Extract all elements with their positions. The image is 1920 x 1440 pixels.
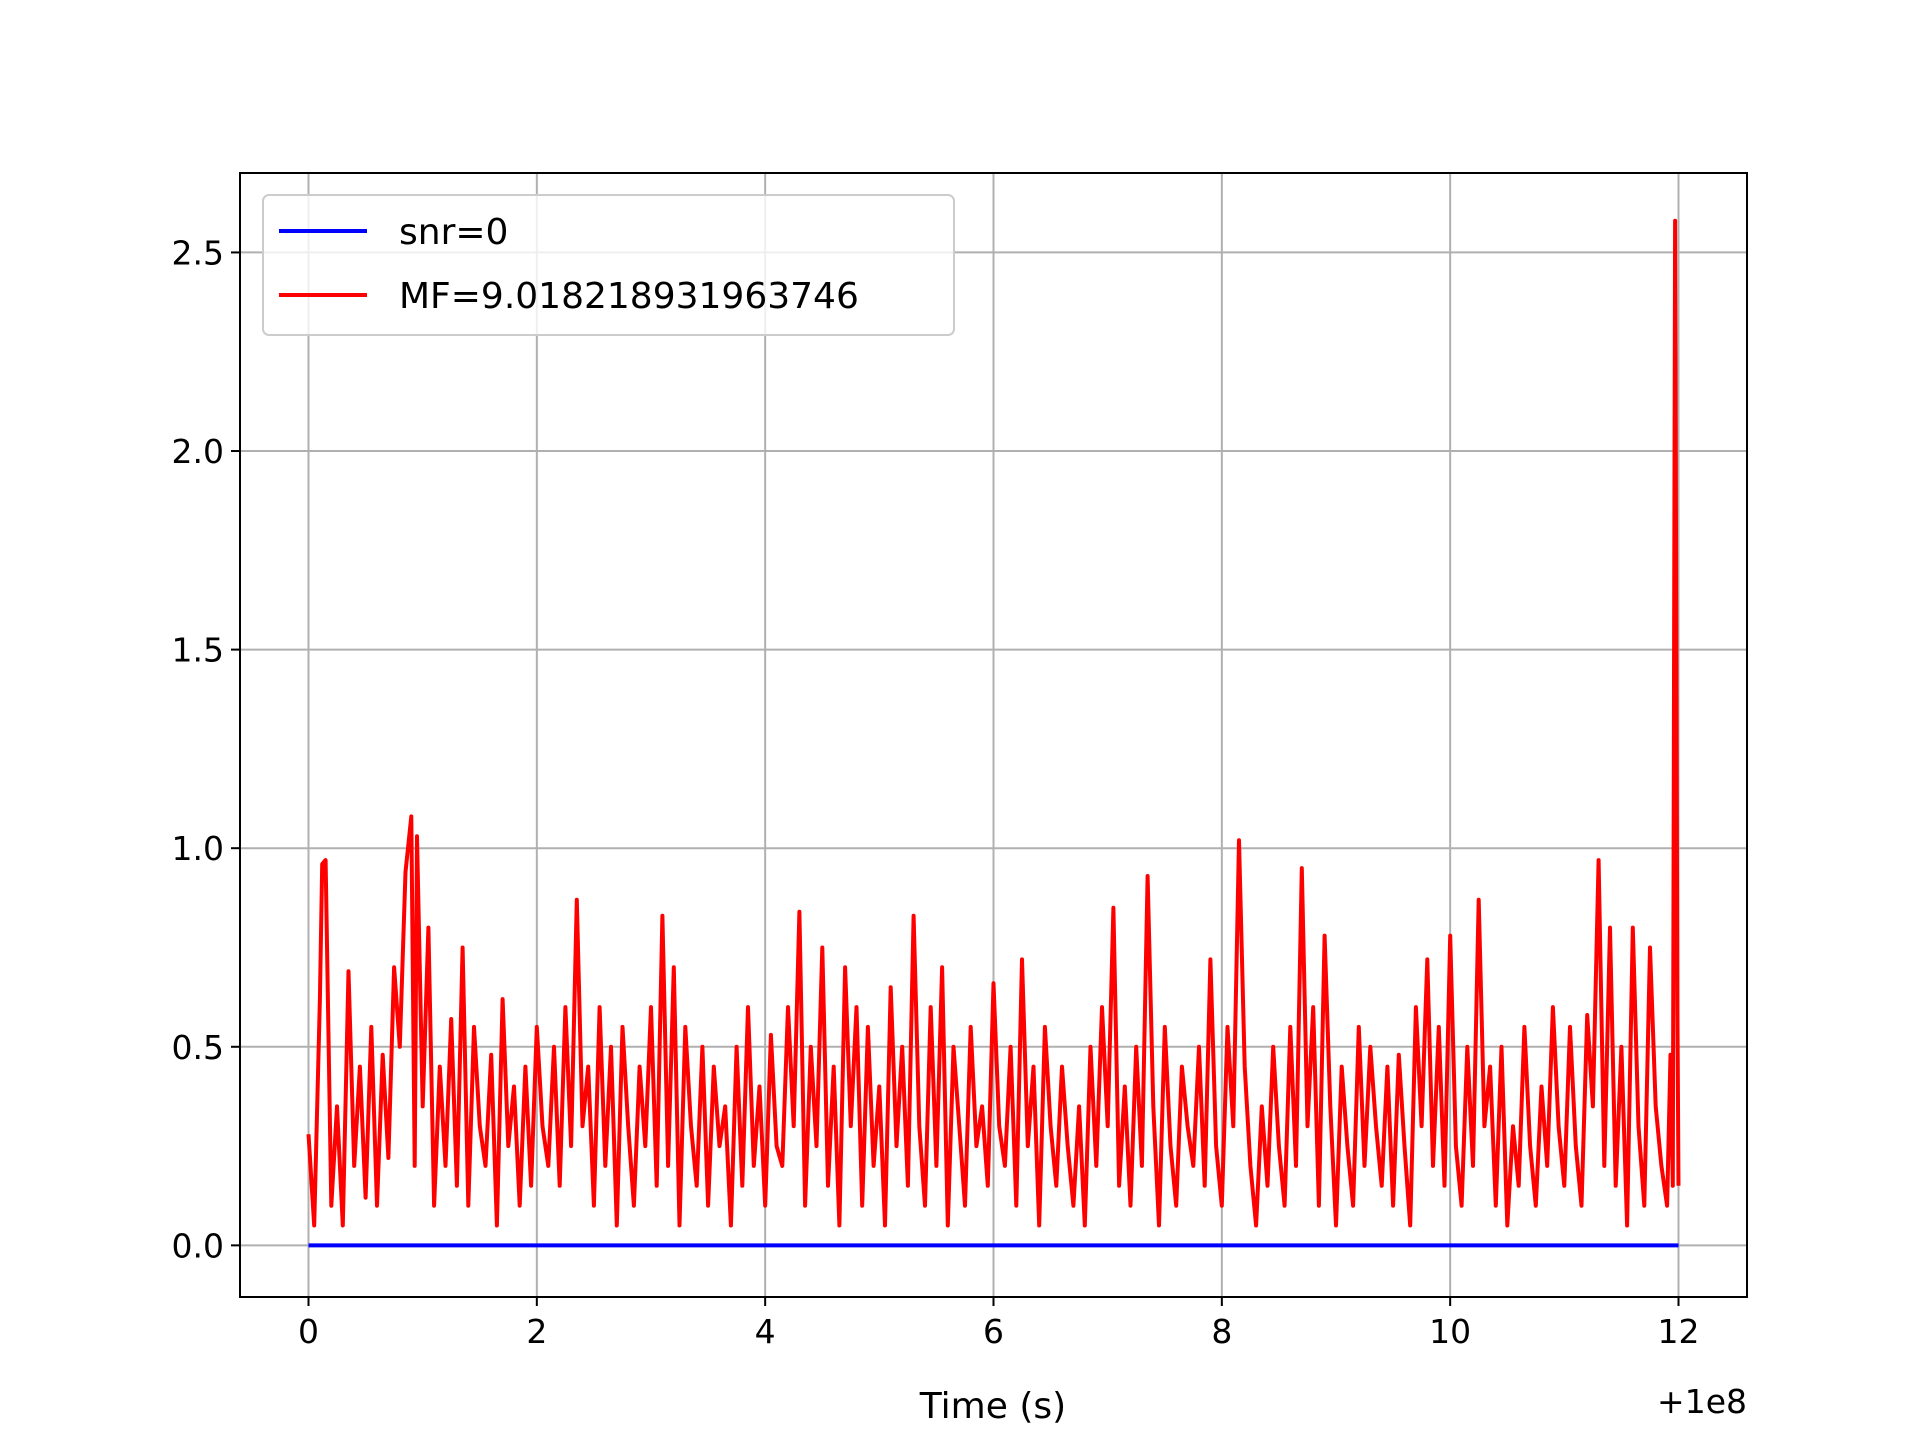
y-tick-label: 2.5 [172,233,224,272]
x-tick-label: 12 [1658,1312,1700,1351]
x-tick-label: 8 [1211,1312,1232,1351]
y-tick-label: 2.0 [172,432,224,471]
x-axis-offset-label: +1e8 [1657,1382,1747,1421]
x-tick-label: 10 [1429,1312,1471,1351]
x-tick-label: 6 [983,1312,1004,1351]
legend-label-snr: snr=0 [399,212,508,253]
series-group [306,218,1681,1248]
legend-box [262,194,955,336]
series-line-mf [306,218,1681,1228]
y-tick-label: 0.5 [172,1028,224,1067]
y-tick-label: 1.5 [172,631,224,670]
ticks: 0 2 4 6 8 10 12 0.0 0.5 1.0 1.5 2.0 2.5 [172,233,1700,1351]
y-tick-label: 0.0 [172,1226,224,1265]
x-tick-label: 2 [526,1312,547,1351]
legend: snr=0 MF=9.018218931963746 [262,194,955,336]
x-tick-label: 0 [298,1312,319,1351]
y-tick-label: 1.0 [172,829,224,868]
x-tick-label: 4 [755,1312,776,1351]
legend-label-mf: MF=9.018218931963746 [399,276,859,317]
x-axis-label: Time (s) [919,1386,1066,1427]
